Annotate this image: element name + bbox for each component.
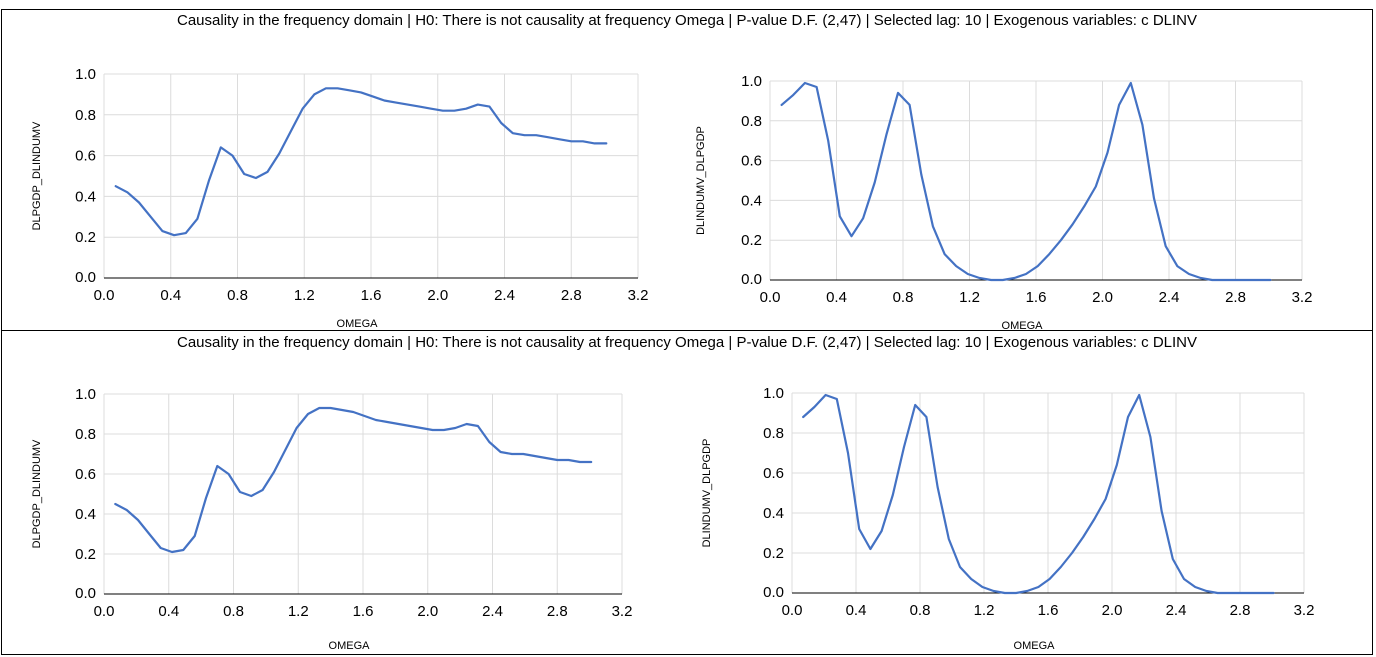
x-tick-label: 1.2 bbox=[959, 289, 980, 306]
y-tick-label: 0.2 bbox=[75, 229, 96, 246]
y-tick-label: 0.6 bbox=[741, 153, 762, 170]
y-tick-label: 0.4 bbox=[741, 192, 762, 209]
panel-title: Causality in the frequency domain | H0: … bbox=[177, 12, 1197, 29]
x-tick-label: 1.6 bbox=[361, 287, 382, 304]
x-tick-label: 3.2 bbox=[628, 287, 649, 304]
y-tick-label: 0.2 bbox=[741, 232, 762, 249]
y-tick-label: 0.0 bbox=[763, 584, 784, 601]
y-tick-label: 0.6 bbox=[75, 148, 96, 165]
series-line bbox=[802, 393, 1275, 595]
x-tick-label: 3.2 bbox=[1292, 289, 1313, 306]
y-tick-label: 0.8 bbox=[741, 113, 762, 130]
x-tick-label: 0.4 bbox=[846, 602, 867, 619]
x-tick-label: 1.6 bbox=[1038, 602, 1059, 619]
x-axis-title: OMEGA bbox=[1002, 320, 1044, 332]
x-tick-label: 1.6 bbox=[353, 603, 374, 620]
chart-top-right: 0.0 0.4 0.8 1.2 1.6 2.0 2.4 2.8 3.2 0.0 0.2 0.4 0.6 0… bbox=[695, 73, 1313, 332]
x-tick-label: 2.4 bbox=[1159, 289, 1180, 306]
x-axis-title: OMEGA bbox=[337, 318, 379, 330]
x-tick-label: 0.4 bbox=[160, 287, 181, 304]
x-tick-label: 2.0 bbox=[1102, 602, 1123, 619]
x-tick-label: 2.8 bbox=[1230, 602, 1251, 619]
y-tick-label: 1.0 bbox=[75, 66, 96, 83]
y-tick-label: 0.6 bbox=[75, 466, 96, 483]
x-tick-label: 1.2 bbox=[288, 603, 309, 620]
y-tick-label: 0.2 bbox=[763, 545, 784, 562]
x-tick-label: 0.8 bbox=[227, 287, 248, 304]
x-tick-label: 0.4 bbox=[158, 603, 179, 620]
x-tick-label: 2.8 bbox=[1225, 289, 1246, 306]
x-tick-label: 0.0 bbox=[94, 287, 115, 304]
x-tick-label: 1.2 bbox=[974, 602, 995, 619]
y-tick-label: 0.4 bbox=[75, 506, 96, 523]
y-tick-label: 0.2 bbox=[75, 546, 96, 563]
x-tick-label: 2.8 bbox=[561, 287, 582, 304]
x-axis-title: OMEGA bbox=[1014, 640, 1056, 652]
x-tick-label: 2.4 bbox=[482, 603, 503, 620]
y-tick-label: 0.8 bbox=[763, 425, 784, 442]
causality-panel-bottom: Causality in the frequency domain | H0: … bbox=[1, 330, 1373, 655]
x-tick-label: 2.8 bbox=[547, 603, 568, 620]
y-tick-label: 0.8 bbox=[75, 426, 96, 443]
causality-panel-top: Causality in the frequency domain | H0: … bbox=[1, 9, 1373, 332]
x-axis-title: OMEGA bbox=[329, 640, 371, 652]
x-tick-label: 2.4 bbox=[1166, 602, 1187, 619]
x-tick-label: 0.0 bbox=[782, 602, 803, 619]
x-tick-label: 0.4 bbox=[826, 289, 847, 306]
x-tick-label: 0.0 bbox=[94, 603, 115, 620]
x-tick-label: 1.6 bbox=[1026, 289, 1047, 306]
y-tick-label: 1.0 bbox=[741, 73, 762, 90]
x-tick-label: 3.2 bbox=[1294, 602, 1315, 619]
x-tick-label: 1.2 bbox=[294, 287, 315, 304]
chart-bottom-right: 0.0 0.4 0.8 1.2 1.6 2.0 2.4 2.8 3.2 0.0 0.2 0.4 0.6 0… bbox=[701, 385, 1315, 652]
x-tick-label: 0.0 bbox=[760, 289, 781, 306]
y-tick-label: 0.8 bbox=[75, 107, 96, 124]
panel-title: Causality in the frequency domain | H0: … bbox=[177, 334, 1197, 351]
y-tick-label: 0.4 bbox=[763, 505, 784, 522]
chart-top-left: 0.0 0.4 0.8 1.2 1.6 2.0 2.4 2.8 3.2 0.0 0.2 0.4 0.6 0… bbox=[31, 66, 649, 330]
x-tick-label: 2.0 bbox=[1092, 289, 1113, 306]
x-tick-label: 2.4 bbox=[494, 287, 515, 304]
y-tick-label: 1.0 bbox=[75, 386, 96, 403]
series-line bbox=[114, 406, 593, 554]
x-tick-label: 3.2 bbox=[612, 603, 633, 620]
y-axis-title: DLINDUMV_DLPGDP bbox=[695, 126, 707, 235]
x-tick-label: 0.8 bbox=[223, 603, 244, 620]
x-tick-label: 0.8 bbox=[893, 289, 914, 306]
y-tick-label: 0.0 bbox=[75, 269, 96, 286]
y-axis-title: DLPGDP_DLINDUMV bbox=[31, 121, 43, 230]
x-tick-label: 2.0 bbox=[417, 603, 438, 620]
series-line bbox=[114, 87, 608, 237]
y-tick-label: 0.6 bbox=[763, 465, 784, 482]
x-tick-label: 0.8 bbox=[910, 602, 931, 619]
y-axis-title: DLINDUMV_DLPGDP bbox=[701, 439, 713, 548]
x-tick-label: 2.0 bbox=[427, 287, 448, 304]
y-tick-label: 1.0 bbox=[763, 385, 784, 402]
y-tick-label: 0.0 bbox=[741, 271, 762, 288]
y-tick-label: 0.0 bbox=[75, 585, 96, 602]
chart-bottom-left: 0.0 0.4 0.8 1.2 1.6 2.0 2.4 2.8 3.2 0.0 0.2 0.4 0.6 0… bbox=[31, 386, 633, 652]
y-tick-label: 0.4 bbox=[75, 188, 96, 205]
series-line bbox=[780, 81, 1272, 282]
y-axis-title: DLPGDP_DLINDUMV bbox=[31, 439, 43, 548]
